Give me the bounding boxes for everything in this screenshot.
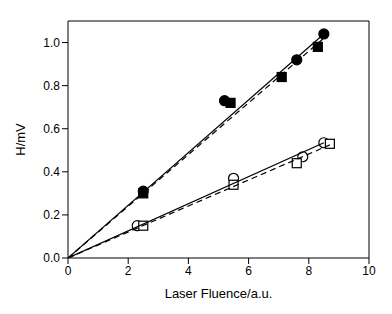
svg-text:0.6: 0.6 [43,122,60,136]
svg-text:H/mV: H/mV [13,123,28,156]
svg-text:2: 2 [125,264,132,278]
svg-text:Laser Fluence/a.u.: Laser Fluence/a.u. [165,286,273,301]
svg-text:0.8: 0.8 [43,79,60,93]
svg-text:8: 8 [305,264,312,278]
svg-text:0: 0 [65,264,72,278]
svg-text:0.0: 0.0 [43,251,60,265]
svg-text:0.2: 0.2 [43,208,60,222]
svg-text:4: 4 [185,264,192,278]
svg-text:10: 10 [362,264,376,278]
svg-text:1.0: 1.0 [43,36,60,50]
svg-text:6: 6 [245,264,252,278]
svg-text:0.4: 0.4 [43,165,60,179]
